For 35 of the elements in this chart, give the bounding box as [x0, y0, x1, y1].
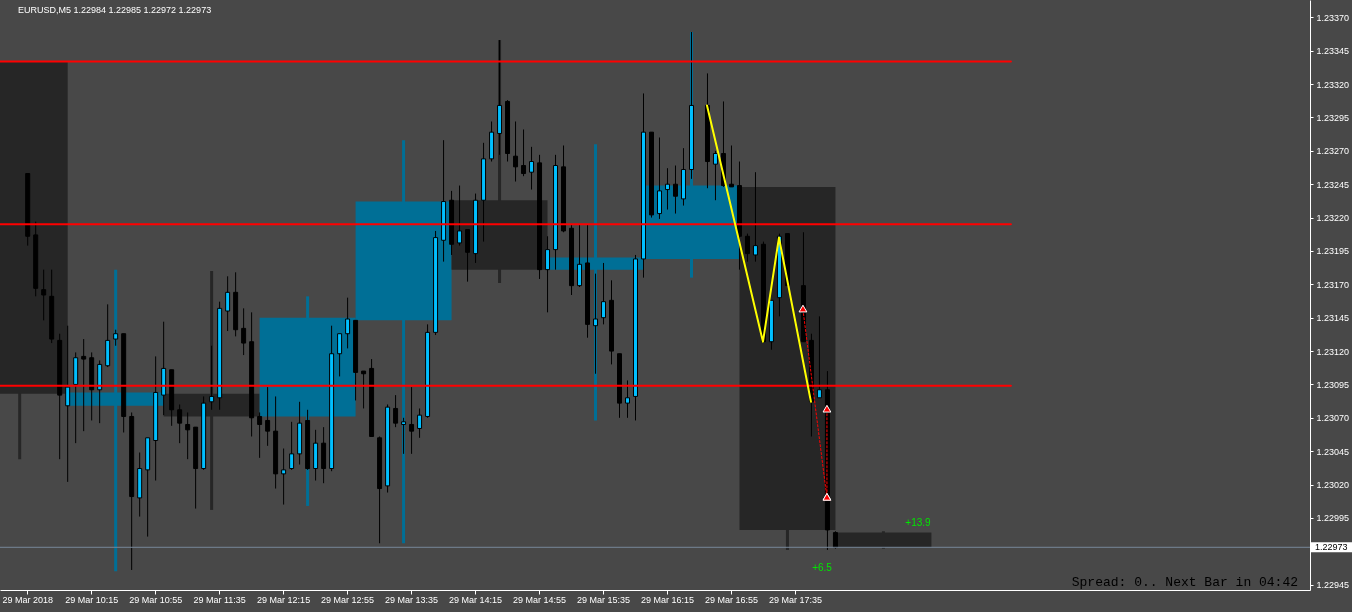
x-tick-label: 29 Mar 10:15 [65, 594, 119, 605]
y-tick-label: 1.23045 [1316, 446, 1350, 457]
x-tick-label: 29 Mar 2018 [2, 594, 53, 605]
x-tick-label: 29 Mar 10:55 [129, 594, 183, 605]
y-tick-label: 1.22945 [1316, 580, 1350, 591]
x-tick-label: 29 Mar 14:15 [449, 594, 503, 605]
y-tick-label: 1.23370 [1316, 12, 1350, 23]
y-tick-label: 1.23170 [1316, 279, 1350, 290]
y-tick-label: 1.23120 [1316, 346, 1350, 357]
x-tick-label: 29 Mar 11:35 [193, 594, 246, 605]
y-tick-label: 1.23020 [1316, 480, 1350, 491]
x-tick-label: 29 Mar 16:15 [640, 594, 695, 605]
y-tick-label: 1.23320 [1316, 79, 1350, 90]
x-tick-label: 29 Mar 13:35 [385, 594, 439, 605]
y-tick-label: 1.23220 [1316, 213, 1350, 224]
text: EURUSD,M5 1.22984 1.22985 1.22972 1.22973 [18, 5, 212, 15]
y-tick-label: 1.23270 [1316, 146, 1350, 157]
x-tick-label: 29 Mar 16:55 [704, 594, 758, 605]
x-tick-label: 29 Mar 12:55 [321, 594, 375, 605]
y-tick-label: 1.23070 [1316, 413, 1350, 424]
ref-line-label: 1.22973 [1315, 542, 1348, 553]
y-tick-label: 1.22995 [1316, 513, 1350, 524]
x-tick-label: 29 Mar 14:55 [513, 594, 567, 605]
annotation: +13.9 [905, 517, 932, 528]
annotation: +6.5 [812, 562, 833, 573]
y-tick-label: 1.23095 [1316, 379, 1350, 390]
y-tick-label: 1.23245 [1316, 179, 1350, 190]
y-tick-label: 1.23145 [1316, 313, 1350, 324]
x-tick-label: 29 Mar 12:15 [257, 594, 311, 605]
y-tick-label: 1.23345 [1316, 46, 1350, 57]
x-tick-label: 29 Mar 17:35 [768, 594, 822, 605]
y-tick-label: 1.23295 [1316, 112, 1350, 123]
y-tick-label: 1.23195 [1316, 246, 1350, 257]
x-tick-label: 29 Mar 15:35 [576, 594, 631, 605]
annotation: Spread: 0.. Next Bar in 04:42 [1071, 575, 1298, 590]
